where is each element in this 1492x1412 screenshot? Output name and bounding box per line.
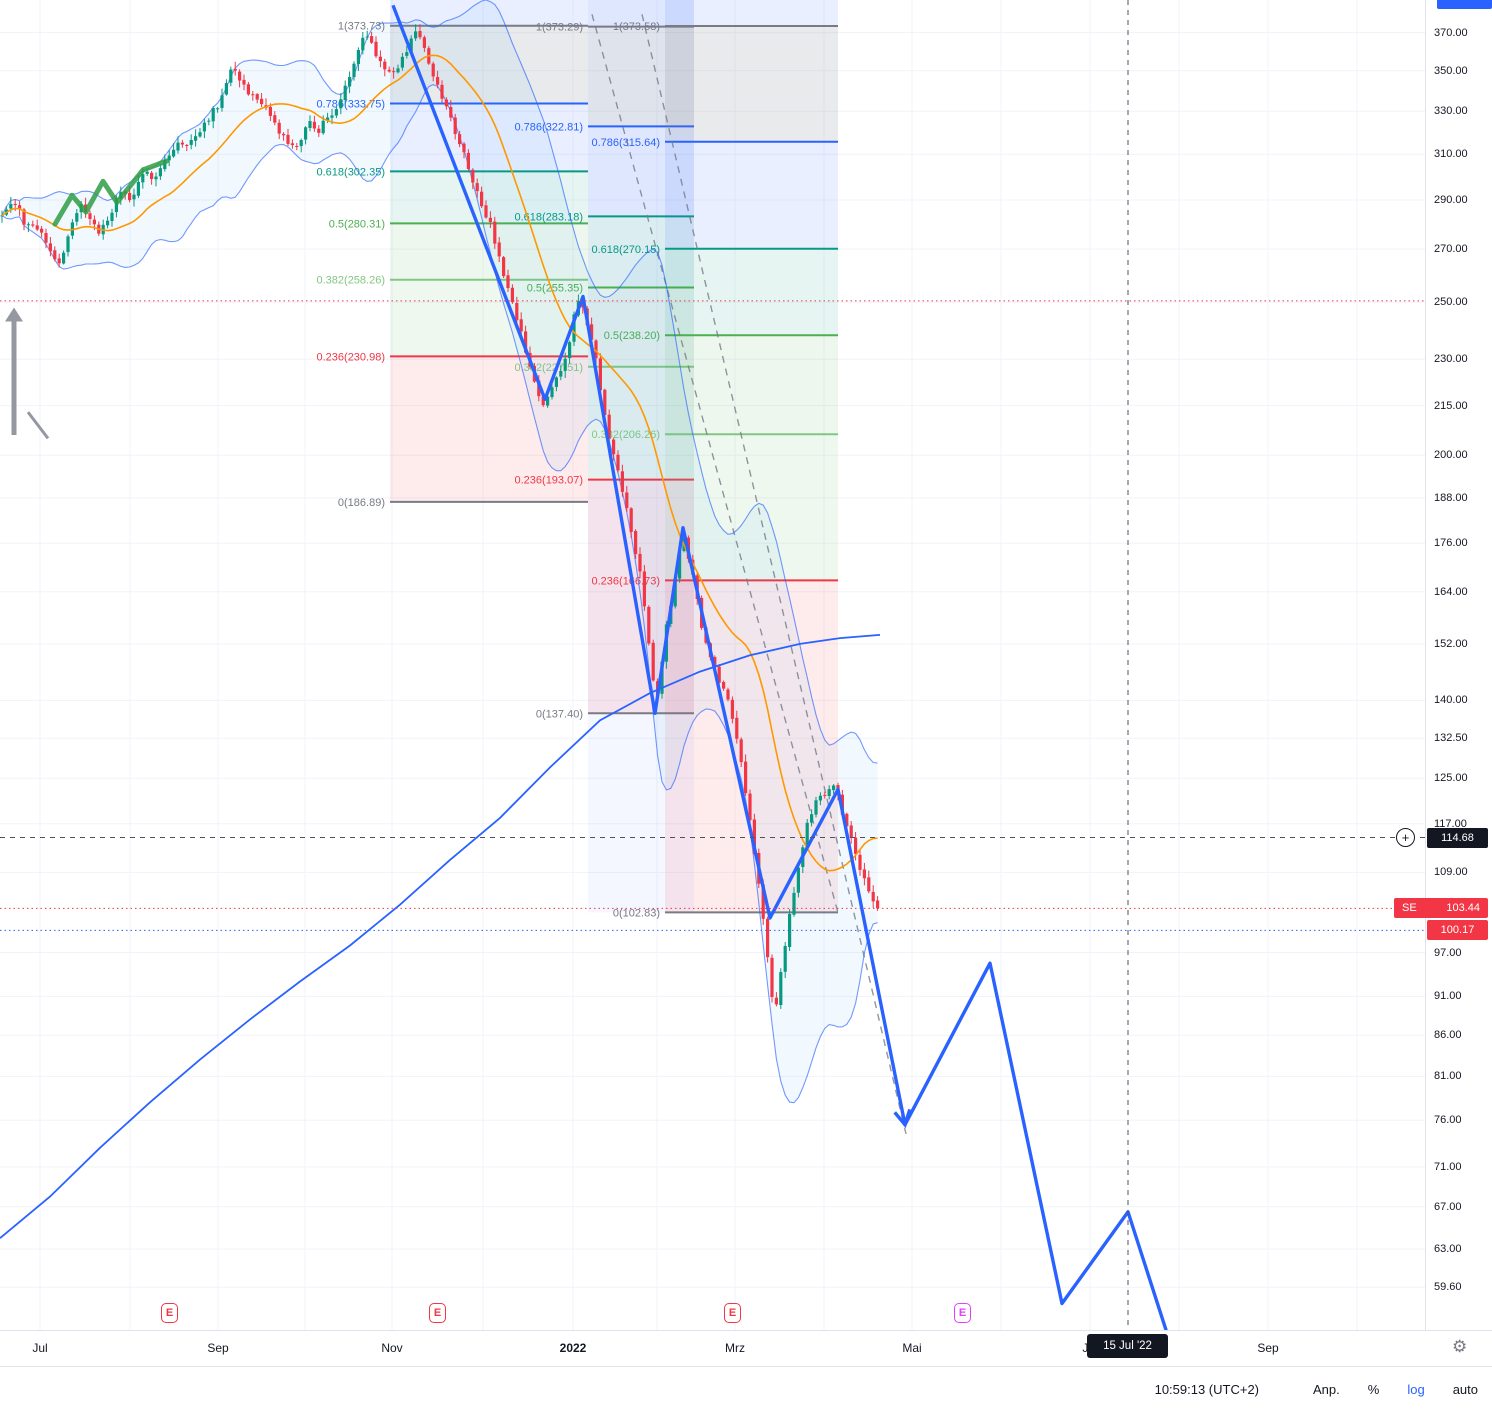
fib-retracement-1[interactable]: 1(373.73) 0.786(333.75) 0.618(302.35) 0.5(2… — [317, 0, 589, 509]
fib-retracement-drawings[interactable]: 1(373.73) 0.786(333.75) 0.618(302.35) 0.5(2… — [317, 0, 839, 919]
price-tick-label: 270.00 — [1434, 243, 1468, 256]
price-tick-label: 152.00 — [1434, 637, 1468, 650]
price-tick-label: 250.00 — [1434, 296, 1468, 308]
time-tick-label: Sep — [1257, 1341, 1279, 1355]
last-price-prefix: SE — [1402, 902, 1417, 915]
crosshair-price-value: 114.68 — [1441, 831, 1474, 844]
time-tick-label: Jul — [32, 1341, 48, 1355]
earnings-marker-icon[interactable]: E — [954, 1303, 971, 1323]
price-tick-label: 330.00 — [1434, 105, 1468, 118]
price-tick-label: 290.00 — [1434, 194, 1468, 206]
bottom-toolbar: 10:59:13 (UTC+2) Anp. % log auto — [0, 1366, 1492, 1412]
earnings-marker-icon[interactable]: E — [161, 1303, 178, 1323]
earnings-marker-icon[interactable]: E — [724, 1303, 741, 1323]
fib-level-label: 0.5(280.31) — [329, 218, 385, 230]
fib-level-label: 0.618(302.35) — [317, 166, 386, 178]
price-tick-label: 176.00 — [1434, 537, 1468, 550]
price-tick-label: 81.00 — [1434, 1070, 1462, 1083]
price-tick-label: 200.00 — [1434, 449, 1468, 462]
price-tick-label: 164.00 — [1434, 585, 1468, 598]
low-price-value: 100.17 — [1440, 924, 1475, 937]
earnings-marker-icon[interactable]: E — [429, 1303, 446, 1323]
fib-level-label: 0.786(333.75) — [317, 99, 386, 111]
last-price-value: 103.44 — [1446, 902, 1480, 915]
price-tick-label: 140.00 — [1434, 694, 1468, 707]
bollinger-band-fill — [2, 0, 878, 1103]
price-tick-label: 71.00 — [1434, 1160, 1462, 1173]
add-alert-plus-icon[interactable]: + — [1396, 828, 1415, 847]
gray-segment-drawing[interactable] — [26, 411, 50, 440]
time-tick-label: Sep — [207, 1341, 229, 1355]
price-tick-label: 67.00 — [1434, 1200, 1462, 1213]
axis-top-price-badge — [1437, 0, 1492, 9]
dashed-trendline[interactable] — [641, 14, 907, 1135]
settings-gear-icon[interactable]: ⚙ — [1452, 1337, 1468, 1356]
percent-scale-button[interactable]: % — [1367, 1382, 1380, 1397]
fib-level-label: 0(137.40) — [536, 708, 583, 720]
fib-level-label: 0.618(283.18) — [515, 211, 584, 223]
fib-level-label: 1(373.58) — [613, 21, 660, 33]
price-tick-label: 76.00 — [1434, 1114, 1462, 1127]
price-tick-label: 63.00 — [1434, 1243, 1462, 1256]
price-tick-label: 91.00 — [1434, 990, 1462, 1003]
price-tick-label: 117.00 — [1434, 817, 1467, 830]
time-tick-label: 2022 — [559, 1341, 587, 1355]
crosshair-time-value: 15 Jul '22 — [1103, 1340, 1152, 1352]
auto-scale-button[interactable]: auto — [1452, 1382, 1478, 1397]
crosshair-time-badge: 15 Jul '22 — [1087, 1334, 1168, 1358]
fib-level-label: 0.236(193.07) — [515, 475, 584, 487]
price-tick-label: 370.00 — [1434, 26, 1468, 39]
price-tick-label: 230.00 — [1434, 353, 1468, 366]
green-zigzag-drawing[interactable] — [52, 158, 170, 227]
log-scale-button[interactable]: log — [1407, 1382, 1425, 1397]
fib-level-label: 0.5(255.35) — [527, 283, 583, 295]
time-tick-label: Mai — [902, 1341, 922, 1355]
crosshair-price-badge: 114.68 — [1427, 827, 1488, 848]
fib-level-label: 0.618(270.15) — [592, 244, 661, 256]
fib-level-label: 0.786(315.64) — [592, 137, 661, 149]
highlight-column — [588, 0, 694, 913]
price-tick-label: 132.50 — [1434, 732, 1468, 745]
adjust-button[interactable]: Anp. — [1313, 1382, 1340, 1397]
fib-level-label: 0(186.89) — [338, 497, 385, 509]
price-tick-label: 86.00 — [1434, 1029, 1462, 1042]
price-tick-label: 350.00 — [1434, 64, 1468, 77]
fib-level-label: 0.5(238.20) — [604, 330, 660, 342]
time-axis[interactable]: ⚙ JulSepNov2022MrzMaiJulSep — [0, 1330, 1492, 1367]
price-tick-label: 59.60 — [1434, 1281, 1462, 1294]
price-tick-label: 109.00 — [1434, 866, 1468, 879]
clock-time: 10:59:13 (UTC+2) — [1154, 1382, 1260, 1397]
fib-level-label: 1(373.73) — [338, 21, 385, 33]
time-tick-label: Nov — [381, 1341, 403, 1355]
fib-level-label: 0.786(322.81) — [515, 121, 584, 133]
price-tick-label: 125.00 — [1434, 772, 1468, 785]
fib-level-label: 1(373.29) — [536, 22, 583, 34]
low-price-badge: 100.17 — [1427, 920, 1488, 941]
fib-level-label: 0(102.83) — [613, 907, 660, 919]
projection-zigzag-line[interactable] — [391, 4, 1168, 1330]
fib-level-label: 0.236(230.98) — [317, 351, 386, 363]
projection-arrowhead — [893, 1108, 912, 1129]
long-term-ma-line — [0, 634, 881, 1239]
price-tick-label: 188.00 — [1434, 491, 1468, 504]
price-chart-svg[interactable]: 1(373.73) 0.786(333.75) 0.618(302.35) 0.5(2… — [0, 0, 1425, 1330]
last-price-badge: SE 103.44 — [1394, 898, 1488, 919]
chart-canvas[interactable]: 1(373.73) 0.786(333.75) 0.618(302.35) 0.5(2… — [0, 0, 1425, 1330]
fib-level-label: 0.382(258.26) — [317, 275, 386, 287]
price-tick-label: 97.00 — [1434, 946, 1462, 959]
fib-retracement-3[interactable]: 1(373.58) 0.786(315.64) 0.618(270.15) 0.5(2… — [592, 0, 839, 919]
price-axis[interactable]: 370.00 350.00 330.00 310.00 290.00 270.00 250.… — [1425, 0, 1492, 1330]
time-tick-label: Mrz — [725, 1341, 745, 1355]
gray-arrow-head — [5, 307, 23, 322]
price-tick-label: 310.00 — [1434, 148, 1468, 161]
price-tick-label: 215.00 — [1434, 399, 1468, 412]
bb-basis-ma-line — [1, 54, 878, 872]
